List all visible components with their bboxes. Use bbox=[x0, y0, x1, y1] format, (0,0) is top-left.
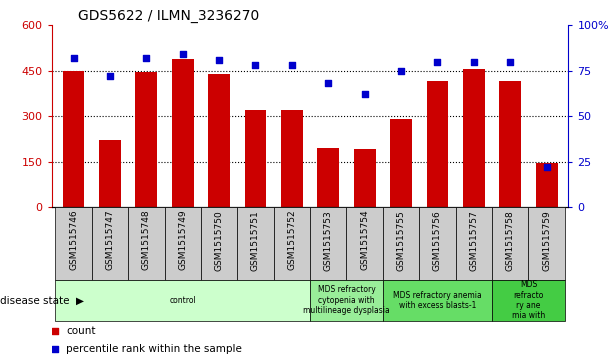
Bar bbox=[427, 81, 448, 207]
Bar bbox=[201, 207, 237, 280]
Bar bbox=[455, 207, 492, 280]
Bar bbox=[92, 207, 128, 280]
Point bbox=[250, 62, 260, 68]
Bar bbox=[492, 280, 565, 321]
Text: percentile rank within the sample: percentile rank within the sample bbox=[66, 344, 242, 354]
Point bbox=[50, 328, 60, 334]
Text: GSM1515748: GSM1515748 bbox=[142, 210, 151, 270]
Point bbox=[396, 68, 406, 74]
Bar bbox=[347, 207, 383, 280]
Bar bbox=[383, 280, 492, 321]
Point bbox=[142, 55, 151, 61]
Text: GSM1515751: GSM1515751 bbox=[251, 210, 260, 270]
Bar bbox=[244, 110, 266, 207]
Bar bbox=[420, 207, 455, 280]
Bar bbox=[499, 81, 521, 207]
Text: GSM1515749: GSM1515749 bbox=[178, 210, 187, 270]
Bar bbox=[528, 207, 565, 280]
Text: GSM1515756: GSM1515756 bbox=[433, 210, 442, 270]
Bar bbox=[165, 207, 201, 280]
Text: GSM1515753: GSM1515753 bbox=[324, 210, 333, 270]
Bar bbox=[172, 59, 193, 207]
Bar bbox=[317, 148, 339, 207]
Text: GSM1515758: GSM1515758 bbox=[506, 210, 515, 270]
Point bbox=[178, 52, 187, 57]
Point bbox=[360, 91, 370, 97]
Text: GSM1515754: GSM1515754 bbox=[360, 210, 369, 270]
Point bbox=[505, 59, 515, 65]
Point bbox=[69, 55, 78, 61]
Text: GSM1515752: GSM1515752 bbox=[288, 210, 296, 270]
Point bbox=[433, 59, 443, 65]
Text: GDS5622 / ILMN_3236270: GDS5622 / ILMN_3236270 bbox=[78, 9, 259, 23]
Point bbox=[323, 81, 333, 86]
Point bbox=[542, 164, 551, 170]
Text: disease state  ▶: disease state ▶ bbox=[0, 295, 84, 305]
Bar bbox=[136, 72, 157, 207]
Text: GSM1515746: GSM1515746 bbox=[69, 210, 78, 270]
Text: GSM1515755: GSM1515755 bbox=[396, 210, 406, 270]
Bar bbox=[310, 280, 383, 321]
Bar bbox=[208, 74, 230, 207]
Bar bbox=[99, 140, 121, 207]
Bar bbox=[310, 207, 347, 280]
Point bbox=[214, 57, 224, 63]
Text: MDS
refracto
ry ane
mia with: MDS refracto ry ane mia with bbox=[512, 280, 545, 321]
Point bbox=[287, 62, 297, 68]
Bar bbox=[281, 110, 303, 207]
Bar bbox=[390, 119, 412, 207]
Text: count: count bbox=[66, 326, 95, 336]
Bar bbox=[354, 150, 376, 207]
Bar bbox=[383, 207, 420, 280]
Bar bbox=[536, 163, 558, 207]
Text: GSM1515757: GSM1515757 bbox=[469, 210, 478, 270]
Bar bbox=[55, 280, 310, 321]
Bar bbox=[237, 207, 274, 280]
Text: MDS refractory anemia
with excess blasts-1: MDS refractory anemia with excess blasts… bbox=[393, 291, 482, 310]
Bar bbox=[274, 207, 310, 280]
Text: GSM1515759: GSM1515759 bbox=[542, 210, 551, 270]
Point bbox=[469, 59, 478, 65]
Text: GSM1515750: GSM1515750 bbox=[215, 210, 224, 270]
Bar bbox=[63, 71, 85, 207]
Text: MDS refractory
cytopenia with
multilineage dysplasia: MDS refractory cytopenia with multilinea… bbox=[303, 285, 390, 315]
Bar bbox=[463, 69, 485, 207]
Bar bbox=[492, 207, 528, 280]
Text: control: control bbox=[169, 296, 196, 305]
Point bbox=[50, 346, 60, 352]
Bar bbox=[55, 207, 92, 280]
Bar bbox=[128, 207, 165, 280]
Point bbox=[105, 73, 115, 79]
Text: GSM1515747: GSM1515747 bbox=[105, 210, 114, 270]
